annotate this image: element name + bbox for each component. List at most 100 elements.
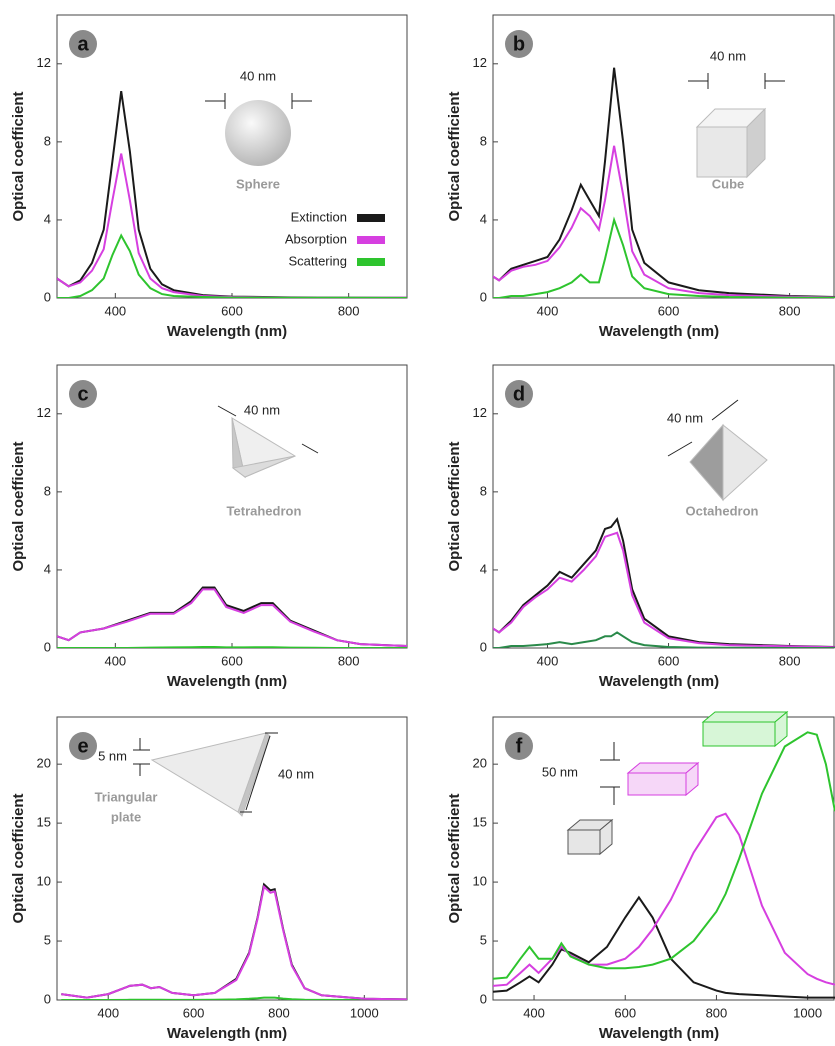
- x-tick-label: 600: [658, 303, 680, 318]
- annotation: 40 nm: [278, 766, 314, 781]
- legend-label: Extinction: [291, 209, 347, 224]
- series-line: [493, 216, 835, 298]
- panel: 0 4 8 12 400 600 800 Wavelength (nm) Optical coe…: [446, 364, 835, 690]
- series-line: [57, 233, 407, 298]
- y-tick-label: 10: [473, 874, 487, 889]
- sphere: [225, 100, 291, 166]
- y-tick-label: 8: [480, 483, 487, 498]
- annotation: plate: [111, 809, 141, 824]
- annotation: 40 nm: [710, 48, 746, 63]
- y-tick-label: 5: [44, 932, 51, 947]
- plot-frame: [492, 364, 835, 649]
- panel-label: d: [513, 383, 525, 405]
- series-line: [493, 517, 835, 648]
- panel-label: b: [513, 33, 525, 55]
- y-tick-label: 8: [480, 133, 487, 148]
- y-axis-label: Optical coefficient: [446, 441, 463, 571]
- y-tick-label: 10: [37, 874, 51, 889]
- tetra-c: [231, 455, 296, 478]
- plot-frame: [492, 716, 835, 1001]
- series-line: [493, 631, 835, 648]
- x-axis-label: Wavelength (nm): [167, 323, 287, 340]
- dimension: [205, 93, 312, 109]
- y-tick-label: 4: [44, 211, 51, 226]
- annotation: Cube: [712, 176, 745, 191]
- legend-swatch: [357, 236, 385, 244]
- y-tick-label: 8: [44, 483, 51, 498]
- panel-label: e: [77, 735, 88, 757]
- cube-front: [696, 126, 748, 178]
- x-tick-label: 600: [221, 303, 243, 318]
- panel-label: a: [77, 33, 89, 55]
- y-axis-label: Optical coefficient: [10, 91, 27, 221]
- annotation: Triangular: [95, 789, 158, 804]
- octa-a: [722, 423, 768, 502]
- rod-side: [774, 710, 788, 748]
- y-tick-label: 0: [480, 639, 487, 654]
- annotation: 40 nm: [244, 402, 280, 417]
- x-tick-label: 800: [779, 303, 801, 318]
- rod-top: [701, 711, 789, 723]
- shape: [217, 405, 319, 479]
- series-line: [493, 145, 835, 298]
- y-tick-label: 5: [480, 932, 487, 947]
- x-tick-label: 600: [658, 653, 680, 668]
- x-tick-label: 800: [338, 303, 360, 318]
- panel-label: c: [77, 383, 88, 405]
- y-tick-label: 0: [480, 991, 487, 1006]
- y-axis-label: Optical coefficient: [10, 441, 27, 571]
- y-axis-label: Optical coefficient: [446, 793, 463, 923]
- y-tick-label: 12: [473, 405, 487, 420]
- y-tick-label: 12: [37, 55, 51, 70]
- shape: [667, 399, 768, 502]
- panel-badge: [505, 30, 533, 58]
- legend-swatch: [357, 258, 385, 266]
- x-tick-label: 400: [104, 303, 126, 318]
- panel-badge: [505, 732, 533, 760]
- shape: [205, 93, 312, 166]
- x-tick-label: 600: [221, 653, 243, 668]
- legend-label: Absorption: [285, 231, 347, 246]
- y-axis-label: Optical coefficient: [10, 793, 27, 923]
- series-line: [61, 884, 407, 1000]
- y-tick-label: 20: [37, 756, 51, 771]
- legend-label: Scattering: [288, 253, 347, 268]
- y-axis-label: Optical coefficient: [446, 91, 463, 221]
- y-tick-label: 4: [44, 561, 51, 576]
- plot-frame: [56, 14, 408, 299]
- y-tick-label: 20: [473, 756, 487, 771]
- series-line: [493, 67, 835, 298]
- x-tick-label: 600: [614, 1005, 636, 1020]
- octa-b: [689, 423, 724, 502]
- x-tick-label: 1000: [793, 1005, 822, 1020]
- panel: 0 4 8 12 400 600 800 Wavelength (nm) Optical coe…: [10, 364, 408, 690]
- series-line: [493, 731, 835, 980]
- y-tick-label: 4: [480, 561, 487, 576]
- y-tick-label: 0: [44, 639, 51, 654]
- panel: 0 4 8 12 400 600 800 Wavelength (nm) Optical coe…: [446, 14, 835, 340]
- series-line: [57, 588, 407, 647]
- annotation: 5 nm: [98, 748, 127, 763]
- x-tick-label: 600: [183, 1005, 205, 1020]
- x-tick-label: 400: [97, 1005, 119, 1020]
- y-tick-label: 0: [44, 991, 51, 1006]
- series-line: [493, 895, 835, 999]
- dimension: [600, 742, 620, 805]
- y-tick-label: 12: [37, 405, 51, 420]
- panel-badge: [69, 30, 97, 58]
- shape: [688, 73, 785, 179]
- annotation: Octahedron: [686, 503, 759, 518]
- x-axis-label: Wavelength (nm): [167, 673, 287, 690]
- shape: [133, 732, 278, 817]
- annotation: 50 nm: [542, 764, 578, 779]
- dimension: [217, 405, 319, 454]
- series-line: [493, 531, 835, 648]
- x-axis-label: Wavelength (nm): [599, 673, 719, 690]
- panel-badge: [505, 380, 533, 408]
- rod-front: [627, 772, 687, 796]
- panel-badge: [69, 732, 97, 760]
- y-tick-label: 8: [44, 133, 51, 148]
- y-tick-label: 15: [37, 815, 51, 830]
- x-tick-label: 800: [706, 1005, 728, 1020]
